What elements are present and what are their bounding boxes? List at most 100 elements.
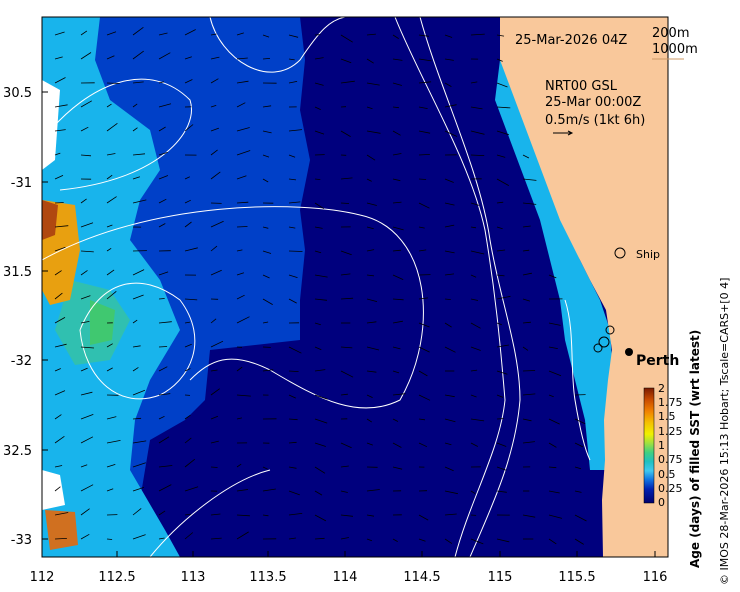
current-arrow <box>574 538 584 545</box>
orange-patch-south <box>45 510 78 550</box>
current-arrow <box>132 103 138 108</box>
current-arrow <box>80 346 95 349</box>
current-arrow <box>314 226 323 229</box>
current-arrow <box>392 418 399 422</box>
current-arrow <box>314 298 328 301</box>
current-arrow <box>158 415 165 420</box>
current-arrow <box>132 389 146 396</box>
x-tick-label: 113.5 <box>249 570 286 585</box>
current-arrow <box>288 370 299 372</box>
x-tick-label: 116 <box>643 570 668 585</box>
current-arrow <box>366 370 377 373</box>
current-arrow <box>158 126 166 132</box>
current-arrow <box>54 390 66 396</box>
current-arrow <box>366 514 375 517</box>
current-arrow <box>314 322 321 326</box>
current-arrow <box>236 226 248 228</box>
current-arrow <box>158 152 168 156</box>
current-arrow <box>366 58 374 64</box>
current-arrow <box>184 124 194 132</box>
current-arrow <box>418 538 426 542</box>
current-arrow <box>184 199 191 204</box>
current-arrow <box>392 106 399 109</box>
current-arrow <box>574 418 586 425</box>
current-arrow <box>340 177 353 180</box>
x-tick-label: 114 <box>333 570 358 585</box>
current-arrow <box>314 466 326 474</box>
current-arrow <box>236 150 251 156</box>
isotherm-1 <box>209 17 346 73</box>
current-arrow <box>548 346 558 349</box>
current-arrow <box>340 465 349 468</box>
current-arrow <box>340 58 352 64</box>
current-arrow <box>158 366 168 372</box>
colorbar-tick: 1 <box>658 439 665 452</box>
green-patch <box>90 300 115 345</box>
current-arrow <box>392 538 398 542</box>
current-arrow <box>522 393 536 396</box>
y-tick-label: -33 <box>11 533 32 548</box>
current-arrow <box>496 538 510 543</box>
x-tick-label: 112.5 <box>98 570 135 585</box>
current-arrow <box>184 79 193 84</box>
current-arrow <box>392 153 402 156</box>
current-arrow <box>106 103 112 108</box>
current-arrow <box>106 538 113 540</box>
current-arrow <box>340 34 353 43</box>
current-arrow <box>470 394 477 398</box>
current-arrows <box>54 26 587 545</box>
current-arrow <box>106 224 113 228</box>
current-arrow <box>418 249 427 252</box>
current-arrow <box>288 418 298 421</box>
current-arrow <box>132 153 146 156</box>
current-arrow <box>210 440 219 444</box>
current-arrow <box>496 154 506 158</box>
y-tick-label: 30.5 <box>3 86 32 101</box>
current-arrow <box>210 415 219 420</box>
current-arrow <box>314 106 321 110</box>
current-arrow <box>288 34 299 38</box>
current-arrow <box>288 441 297 444</box>
current-arrow <box>132 367 139 372</box>
x-axis: 112 112.5 113 113.5 114 114.5 115 115.5 … <box>30 551 668 585</box>
current-arrow <box>496 274 505 277</box>
current-arrow <box>262 105 272 108</box>
current-arrow <box>548 466 557 469</box>
current-arrow <box>496 34 505 37</box>
y-tick-label: -32 <box>11 354 32 369</box>
current-arrow <box>132 199 147 204</box>
current-arrow <box>444 418 456 423</box>
perth-label: Perth <box>636 353 679 369</box>
current-arrow <box>54 465 63 468</box>
current-arrow <box>496 226 503 230</box>
current-arrow <box>418 81 432 84</box>
current-arrow <box>392 249 401 252</box>
current-arrow <box>132 127 138 132</box>
current-arrow <box>54 225 69 228</box>
current-arrow <box>132 319 138 324</box>
current-arrow <box>444 322 452 328</box>
current-arrow <box>262 466 268 470</box>
current-arrow <box>54 317 66 324</box>
current-arrow <box>236 531 249 540</box>
current-arrow <box>288 58 295 61</box>
current-arrow <box>132 294 144 300</box>
colorbar-tick: 0 <box>658 496 665 509</box>
current-arrow <box>496 178 509 186</box>
current-arrow <box>496 295 511 300</box>
white-gap-south <box>42 470 65 510</box>
current-arrow <box>262 321 269 324</box>
current-arrow <box>288 81 298 84</box>
contour-label-1000m: 1000m <box>652 42 698 57</box>
current-arrow <box>314 369 326 372</box>
current-arrow <box>106 488 114 492</box>
x-tick-label: 113 <box>181 570 206 585</box>
current-arrow <box>392 34 399 39</box>
colorbar <box>643 387 655 504</box>
current-arrow <box>210 127 220 132</box>
current-arrow <box>314 202 325 210</box>
current-arrow <box>548 322 561 326</box>
current-arrow <box>54 486 61 492</box>
current-arrow <box>366 154 376 161</box>
current-arrow <box>574 514 587 522</box>
